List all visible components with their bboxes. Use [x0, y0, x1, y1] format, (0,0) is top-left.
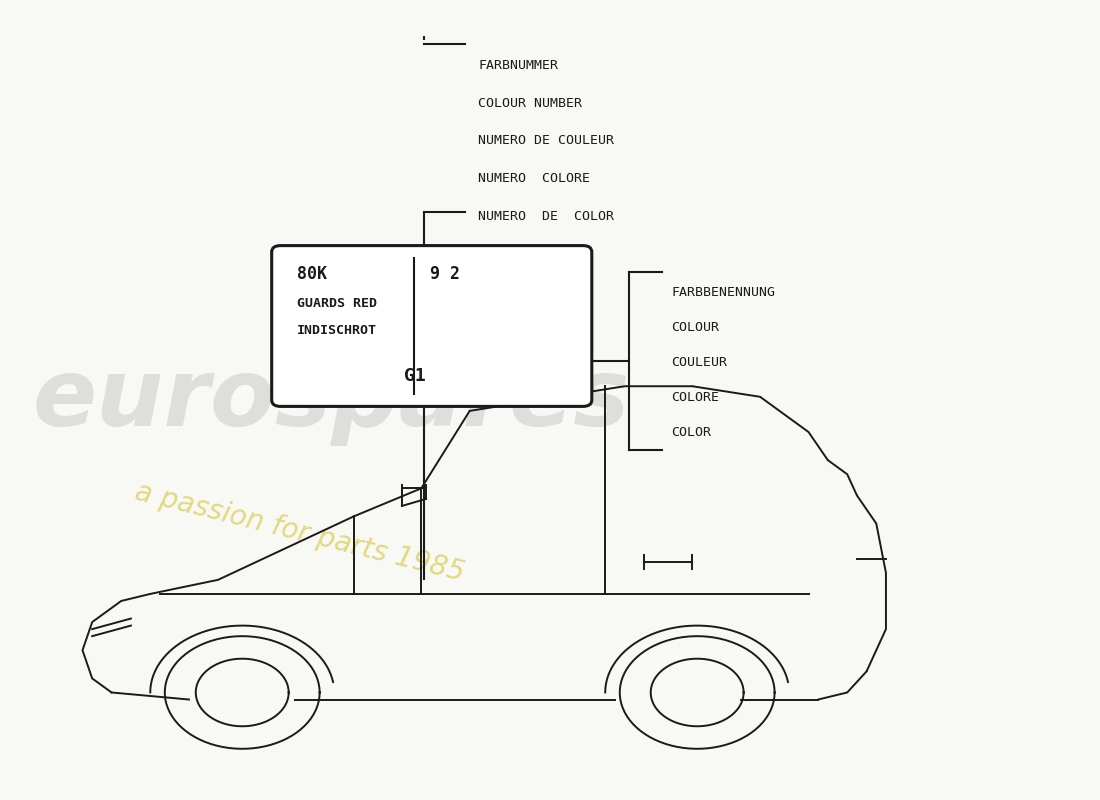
Text: FARBBENENNUNG: FARBBENENNUNG	[671, 286, 776, 298]
Text: COLOUR: COLOUR	[671, 321, 719, 334]
Text: 9 2: 9 2	[430, 266, 460, 283]
Text: COLOUR NUMBER: COLOUR NUMBER	[478, 97, 583, 110]
FancyBboxPatch shape	[272, 246, 592, 406]
Text: COULEUR: COULEUR	[671, 356, 727, 369]
Text: 80K: 80K	[297, 266, 327, 283]
Text: COLOR: COLOR	[671, 426, 711, 439]
Text: INDISCHROT: INDISCHROT	[297, 324, 377, 337]
Text: NUMERO DE COULEUR: NUMERO DE COULEUR	[478, 134, 615, 147]
Text: GUARDS RED: GUARDS RED	[297, 298, 377, 310]
Text: NUMERO  DE  COLOR: NUMERO DE COLOR	[478, 210, 615, 222]
Text: NUMERO  COLORE: NUMERO COLORE	[478, 172, 591, 185]
Text: a passion for parts 1985: a passion for parts 1985	[132, 478, 468, 586]
Text: COLORE: COLORE	[671, 391, 719, 404]
Text: FARBNUMMER: FARBNUMMER	[478, 59, 559, 72]
Text: G1: G1	[405, 367, 426, 385]
Text: eurospares: eurospares	[33, 354, 630, 446]
